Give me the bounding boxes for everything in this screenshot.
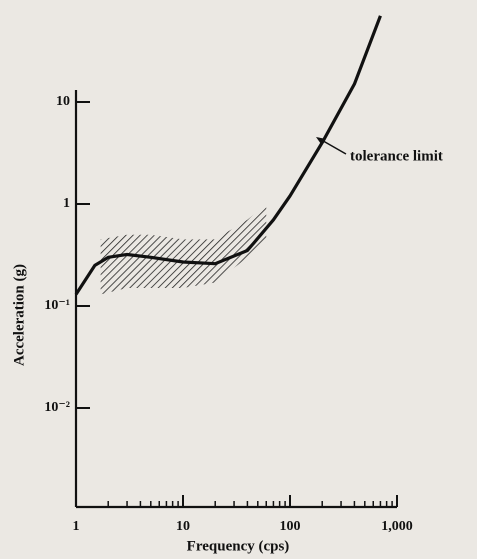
y-tick-label: 10⁻¹ <box>44 298 70 313</box>
x-tick-label: 1,000 <box>381 519 413 534</box>
annotation: tolerance limit <box>350 148 443 164</box>
x-axis-label: Frequency (cps) <box>187 538 290 554</box>
hatched-band <box>100 204 267 295</box>
x-tick-label: 1 <box>73 519 80 534</box>
x-tick-label: 100 <box>280 519 301 534</box>
x-tick-label: 10 <box>176 519 190 534</box>
y-tick-label: 1 <box>63 196 70 211</box>
y-axis-label: Acceleration (g) <box>11 264 27 366</box>
tolerance-curve <box>74 15 382 296</box>
y-tick-label: 10⁻² <box>44 400 70 415</box>
y-tick-label: 10 <box>56 94 70 109</box>
